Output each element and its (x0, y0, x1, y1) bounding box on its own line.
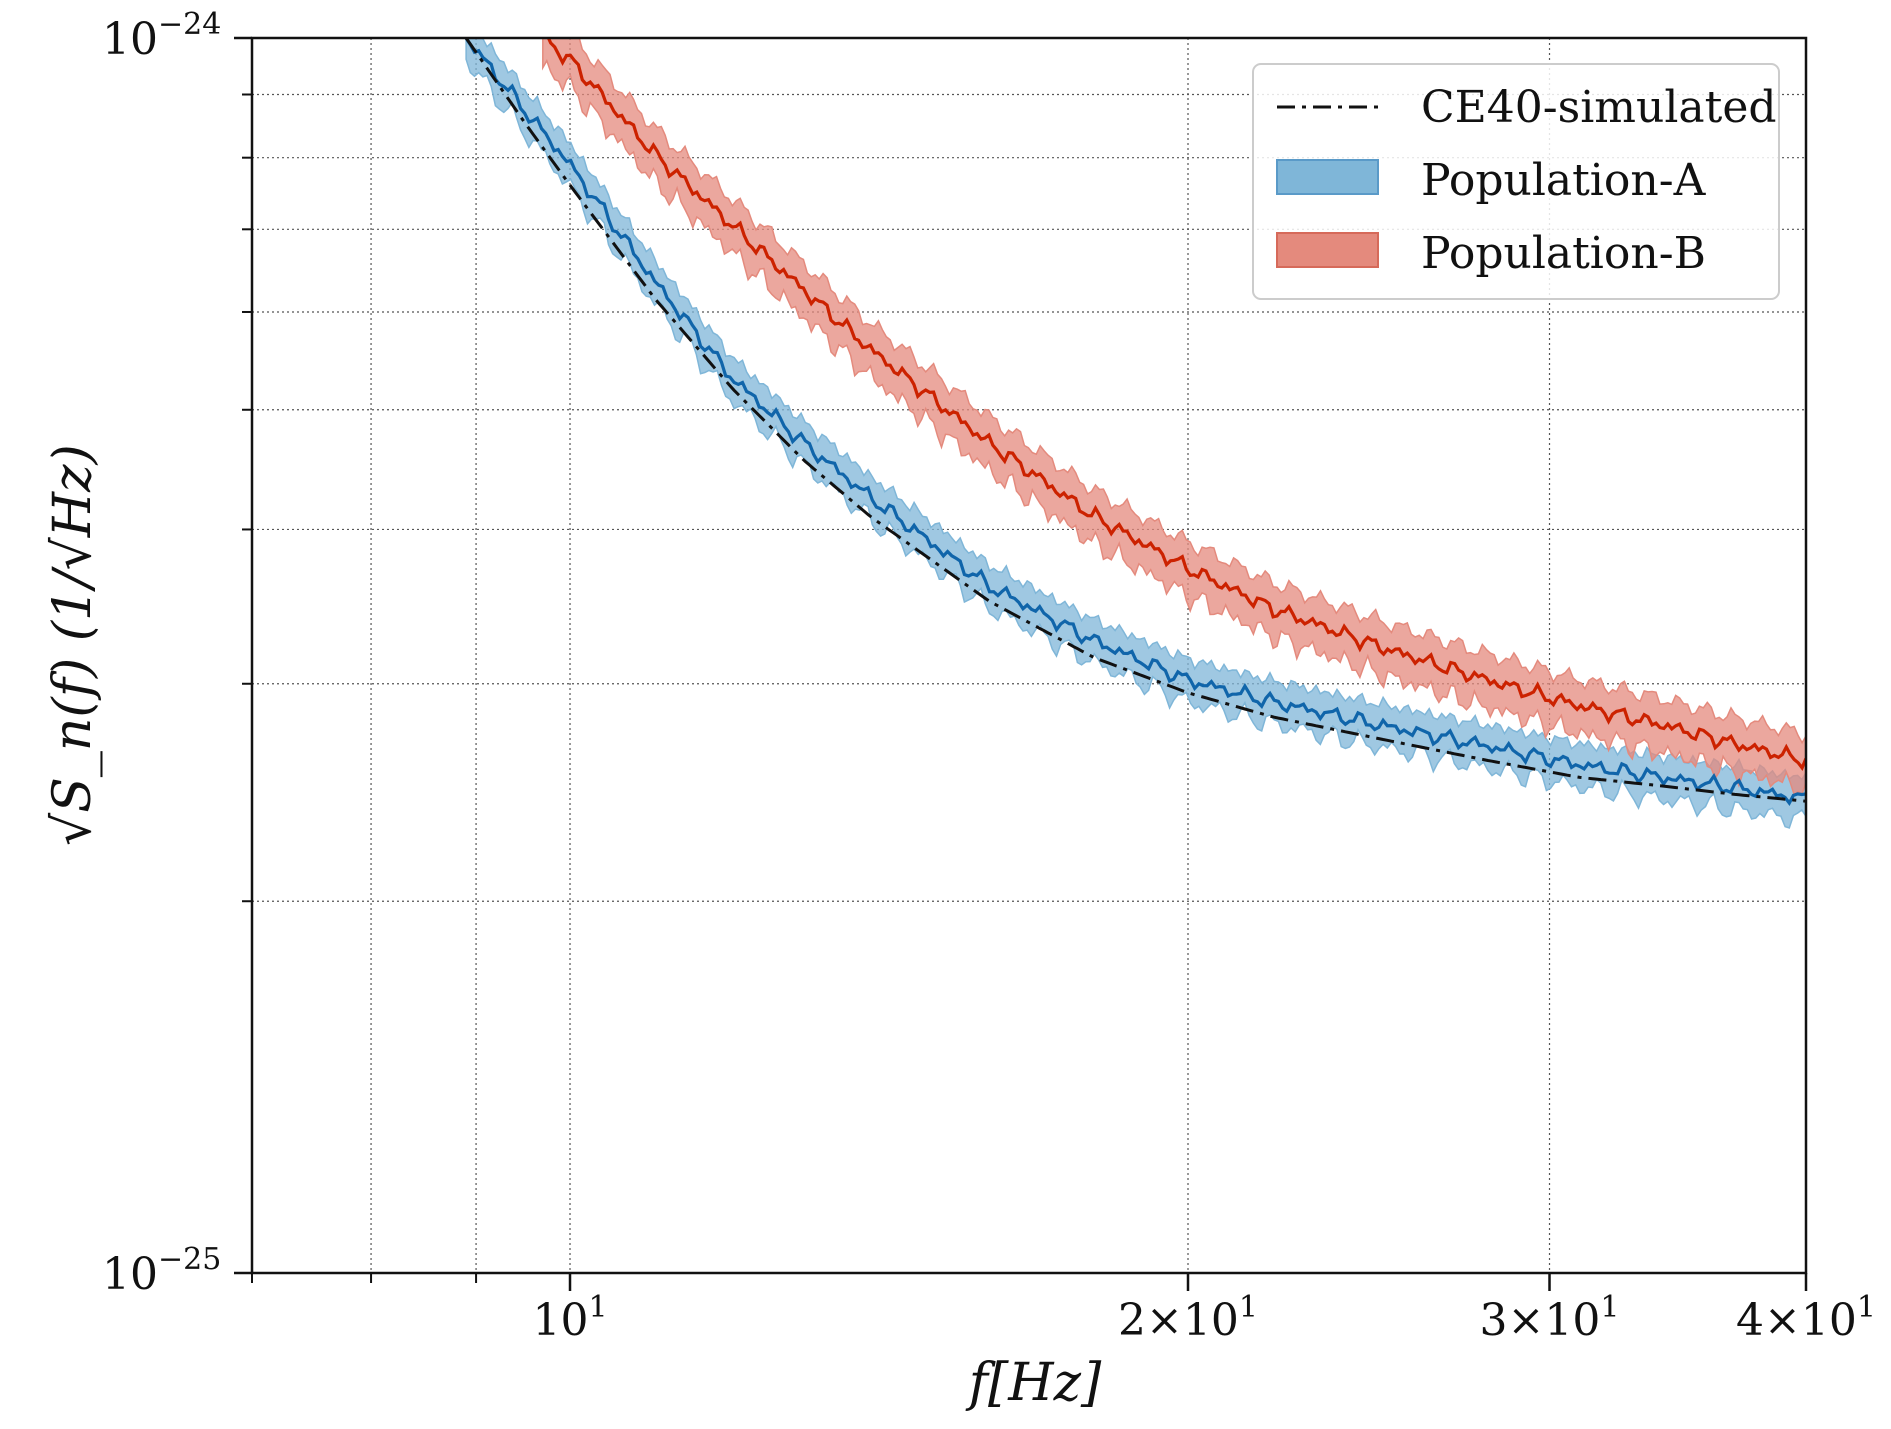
plot-frame (250, 36, 1808, 1275)
legend: CE40-simulated Population-A Population-B (1252, 63, 1780, 300)
legend-swatch-population-a (1276, 159, 1379, 195)
series-line-ce40-simulated (464, 38, 1806, 803)
x-tick-label: 4×101 (1736, 1290, 1876, 1346)
x-axis-label: f[Hz] (965, 1353, 1102, 1413)
x-tick-label: 2×101 (1118, 1290, 1258, 1346)
legend-label-ce40: CE40-simulated (1421, 82, 1777, 133)
series-line-population-b (543, 38, 1806, 771)
band-population-b (542, 38, 1806, 796)
series-line-population-a (464, 38, 1806, 806)
legend-label-population-a: Population-A (1421, 155, 1707, 206)
x-tick-label: 3×101 (1480, 1290, 1620, 1346)
legend-label-population-b: Population-B (1421, 228, 1706, 279)
y-axis-label: √S_n(f) (1/√Hz) (43, 444, 103, 846)
band-population-a (465, 38, 1806, 829)
band-layer (465, 38, 1806, 829)
line-layer (464, 38, 1806, 806)
legend-box (1252, 63, 1780, 300)
legend-swatch-population-b (1276, 232, 1379, 268)
